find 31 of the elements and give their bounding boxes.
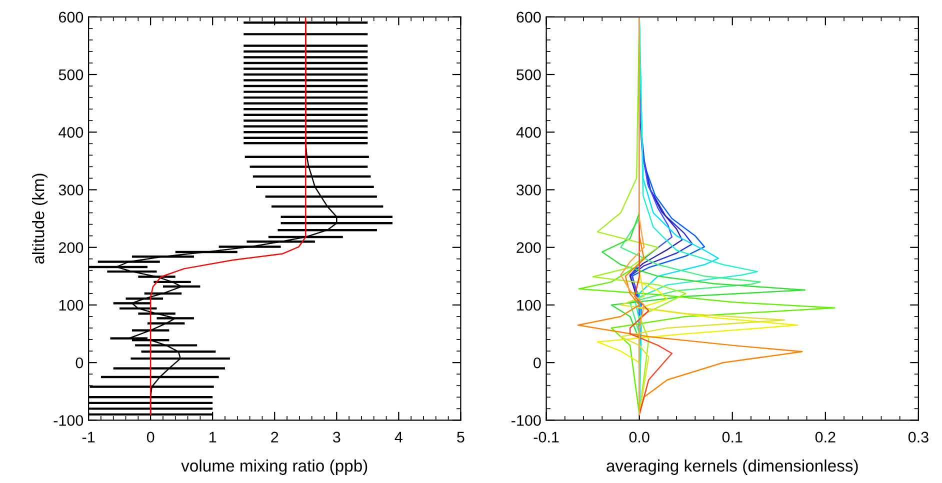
x-tick-label: 0.2 [815,432,836,443]
x-tick-label: 0 [146,432,154,443]
x-tick-label: 5 [457,432,464,443]
y-tick-label: 600 [516,12,541,23]
x-tick-label: -1 [82,432,95,442]
x-tick-label: 1 [210,432,216,442]
y-tick-label: 600 [58,12,84,23]
y-tick-label: 200 [58,242,84,254]
x-tick-label: 0.0 [629,432,650,443]
y-tick-label: 400 [516,127,541,138]
y-tick-label: 500 [58,69,84,80]
x-tick-label: 2 [271,432,278,442]
y-tick-label: -100 [54,415,84,426]
y-tick-label: 0 [534,357,541,368]
y-tick-label: 100 [59,300,84,311]
x-tick-label: 4 [394,432,402,442]
x-tick-label: 3 [332,432,340,443]
y-tick-label: 0 [76,357,84,368]
y-axis-title: altitude (km) [32,174,48,264]
x-tick-label: 0.1 [722,432,742,443]
x-axis-title: volume mixing ratio (ppb) [181,459,368,475]
y-tick-label: 200 [516,242,541,254]
y-tick-label: 300 [516,184,541,196]
y-tick-label: 400 [58,127,84,138]
x-tick-label: -0.1 [534,432,559,443]
x-axis-title: averaging kernels (dimensionless) [606,459,858,475]
y-tick-label: 300 [58,184,84,196]
x-tick-label: 0.3 [908,432,928,443]
y-tick-label: 100 [517,300,541,311]
y-tick-label: 500 [516,69,541,80]
y-tick-label: -100 [512,415,541,426]
